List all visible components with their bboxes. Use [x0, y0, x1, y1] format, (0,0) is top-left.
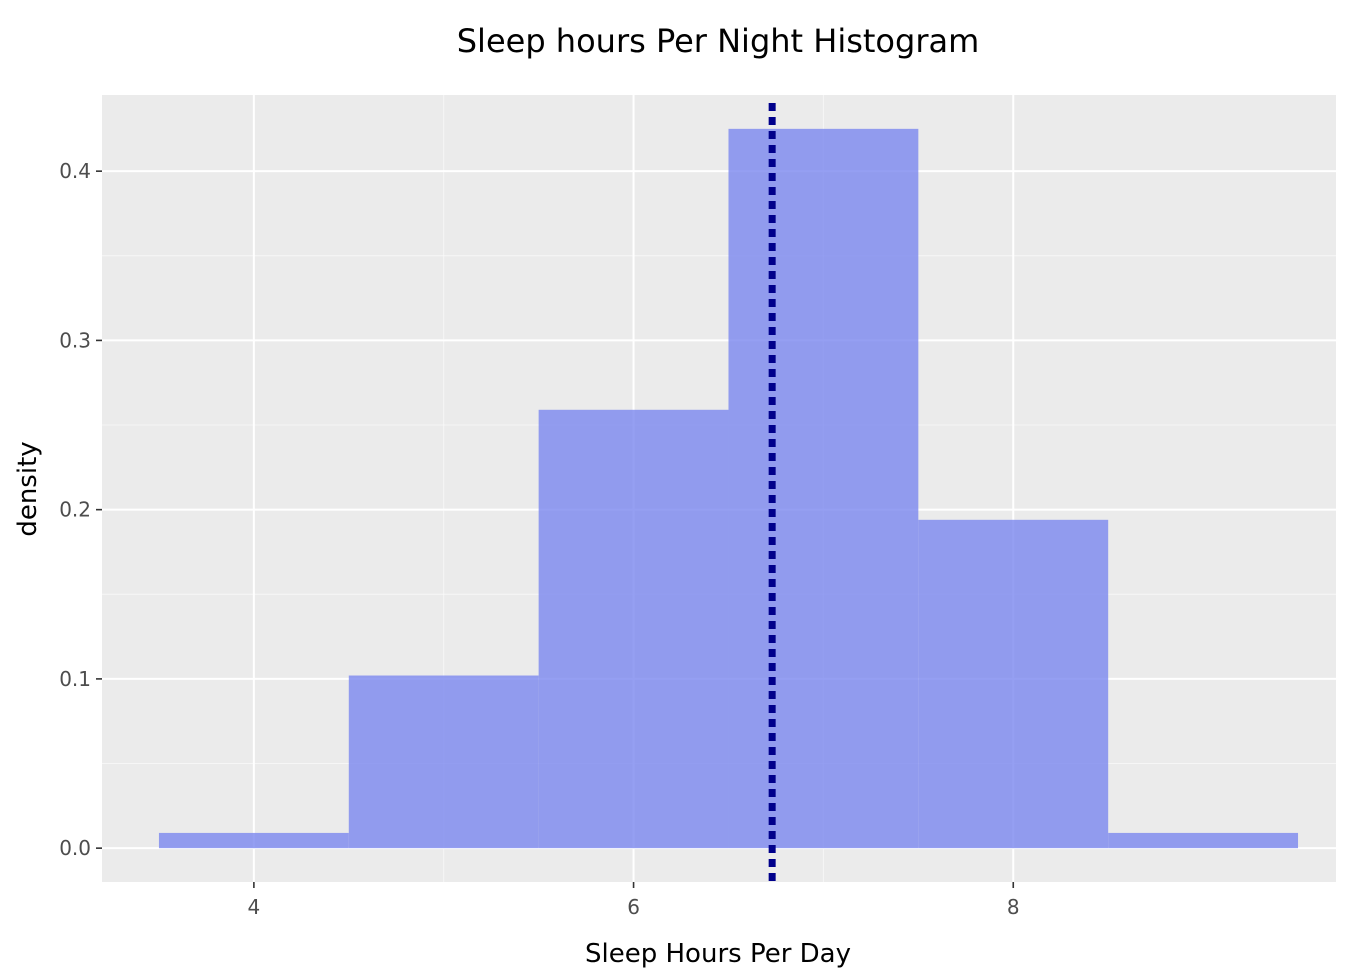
axis-ticks: 0.0 0.1 0.2 0.3 0.4 4 6 8 — [59, 159, 1019, 919]
histogram-bar — [538, 409, 729, 849]
y-tick-label: 0.4 — [59, 159, 91, 183]
x-tick-label: 8 — [1007, 895, 1020, 919]
x-tick-label: 6 — [627, 895, 640, 919]
histogram-bars — [158, 128, 1299, 849]
y-tick-label: 0.1 — [59, 667, 91, 691]
x-tick-label: 4 — [248, 895, 261, 919]
histogram-bar — [158, 832, 349, 849]
histogram-bar — [728, 128, 919, 849]
histogram-bar — [1108, 832, 1299, 849]
chart-title: Sleep hours Per Night Histogram — [457, 22, 980, 60]
y-axis-title: density — [13, 441, 43, 536]
y-tick-label: 0.3 — [59, 328, 91, 352]
histogram-bar — [918, 519, 1109, 849]
histogram-bar — [348, 675, 539, 849]
y-tick-label: 0.0 — [59, 836, 91, 860]
x-axis-title: Sleep Hours Per Day — [585, 939, 851, 969]
y-tick-label: 0.2 — [59, 498, 91, 522]
